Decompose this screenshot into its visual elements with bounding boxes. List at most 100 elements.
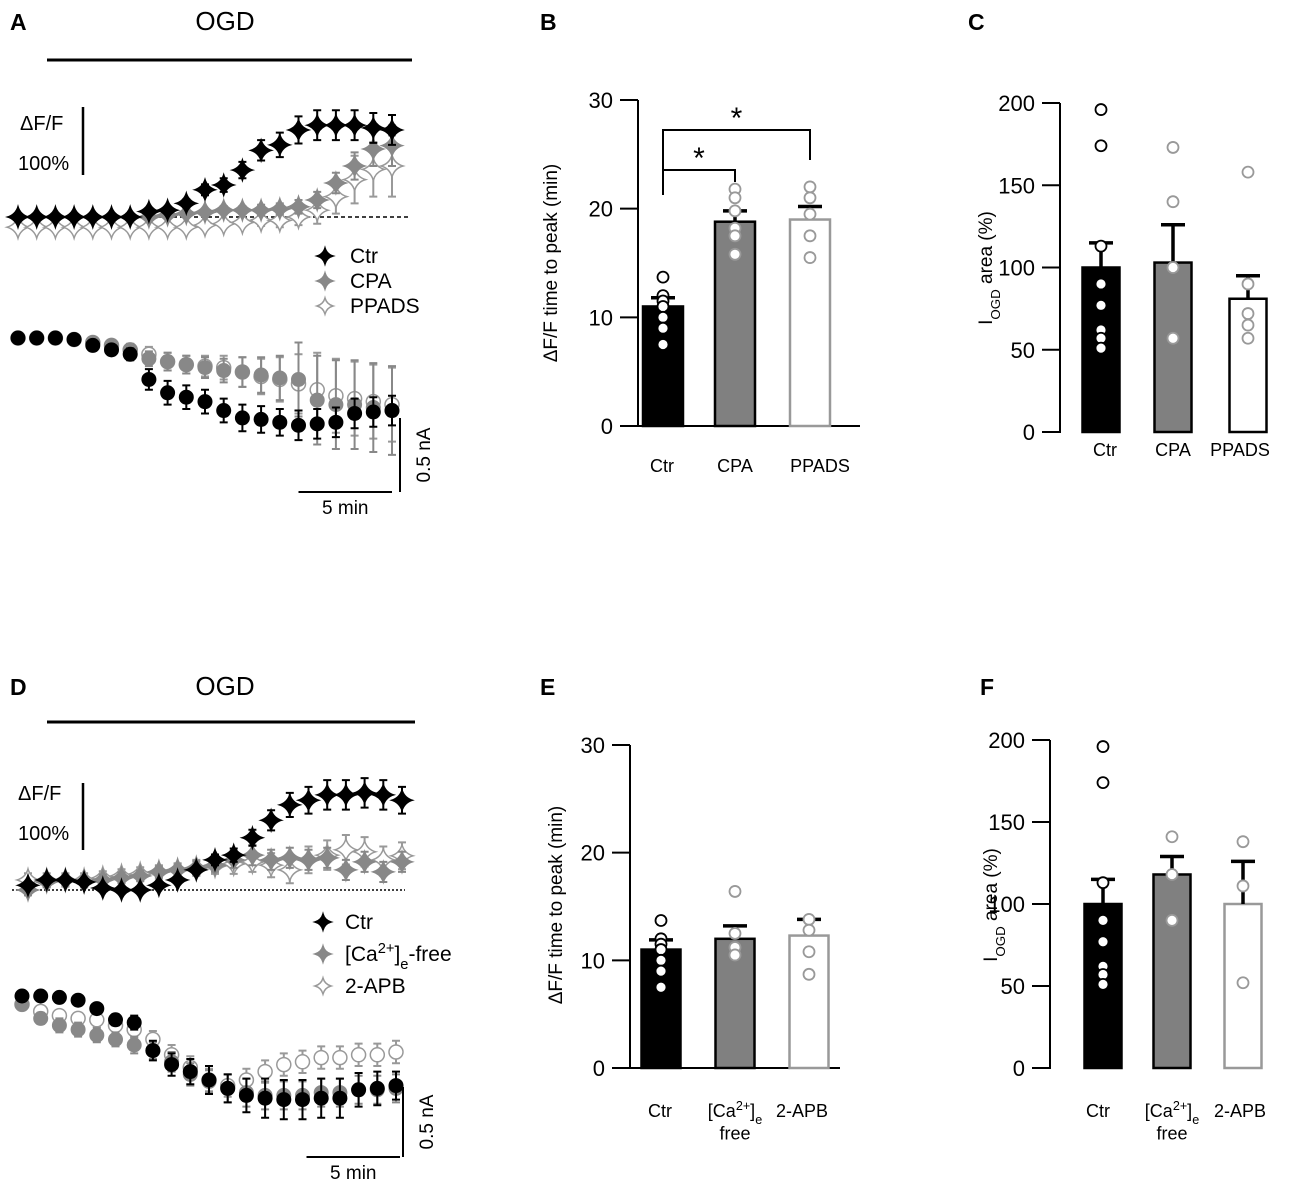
y-tick-label: 100 bbox=[998, 256, 1035, 281]
data-point bbox=[1236, 976, 1250, 990]
data-point bbox=[5, 204, 31, 230]
data-point bbox=[654, 914, 668, 927]
data-point bbox=[365, 404, 381, 420]
data-point bbox=[14, 988, 30, 1004]
data-point bbox=[285, 193, 312, 220]
data-point bbox=[359, 155, 388, 184]
data-point bbox=[654, 980, 668, 994]
x-tick-label: Ctr bbox=[650, 456, 674, 476]
data-point bbox=[276, 1056, 292, 1073]
data-point bbox=[1094, 298, 1108, 312]
data-point bbox=[258, 807, 284, 834]
data-point bbox=[370, 859, 397, 885]
legend-marker bbox=[312, 911, 334, 933]
data-point bbox=[1096, 977, 1110, 991]
data-point bbox=[291, 417, 306, 433]
data-point bbox=[1166, 195, 1180, 209]
data-point bbox=[654, 964, 668, 978]
text-part: ] bbox=[750, 1101, 755, 1121]
data-point bbox=[257, 1063, 273, 1080]
data-point bbox=[126, 1037, 142, 1053]
data-point bbox=[108, 877, 135, 903]
data-point bbox=[192, 176, 218, 203]
legend-marker bbox=[312, 975, 334, 997]
y-axis-label: ΔF/F time to peak (min) bbox=[546, 806, 567, 1005]
data-point bbox=[89, 875, 116, 901]
data-point bbox=[23, 204, 50, 230]
data-point bbox=[79, 204, 106, 230]
legend-label: 2-APB bbox=[345, 975, 406, 998]
data-point bbox=[33, 1010, 49, 1026]
data-point bbox=[117, 204, 144, 230]
data-point bbox=[197, 394, 213, 410]
data-point bbox=[728, 229, 742, 243]
data-point bbox=[803, 180, 817, 194]
significance-label: * bbox=[731, 102, 743, 135]
data-point bbox=[197, 360, 213, 376]
data-point bbox=[314, 845, 341, 871]
y-tick-label: 0 bbox=[1013, 1056, 1025, 1081]
data-point bbox=[52, 867, 79, 893]
y-tick-label: 10 bbox=[589, 305, 613, 330]
scale-title: ΔF/F bbox=[20, 113, 63, 135]
data-point bbox=[201, 1072, 217, 1088]
y-tick-label: 20 bbox=[589, 197, 613, 222]
data-point bbox=[360, 136, 387, 162]
y-tick-label: 150 bbox=[998, 173, 1035, 198]
data-point bbox=[347, 405, 363, 421]
x-tick-label: [Ca2+]e free bbox=[1145, 1099, 1199, 1144]
data-point bbox=[239, 842, 266, 868]
data-point bbox=[803, 191, 817, 205]
legend-label: PPADS bbox=[350, 295, 420, 318]
y-axis-label: IOGD area (%) bbox=[976, 211, 1003, 325]
data-point bbox=[728, 927, 742, 940]
data-point bbox=[234, 364, 250, 380]
time-scale-label: 5 min bbox=[322, 498, 368, 519]
data-point bbox=[258, 847, 284, 873]
data-point bbox=[333, 857, 359, 883]
x-tick-label: Ctr bbox=[1086, 1101, 1110, 1121]
data-point bbox=[803, 251, 817, 264]
significance-label: * bbox=[693, 142, 705, 175]
text-part: area (%) bbox=[976, 211, 997, 289]
data-point bbox=[239, 824, 266, 851]
panel-letter: E bbox=[540, 674, 555, 700]
data-point bbox=[654, 943, 668, 956]
x-tick-label: PPADS bbox=[1210, 440, 1270, 460]
data-point bbox=[33, 867, 60, 893]
data-point bbox=[332, 1090, 348, 1106]
y-tick-label: 50 bbox=[1001, 974, 1025, 999]
data-point bbox=[656, 338, 670, 351]
legend-label: Ctr bbox=[345, 911, 373, 934]
data-point bbox=[15, 872, 41, 899]
x-tick-label: CPA bbox=[1155, 440, 1191, 460]
data-point bbox=[360, 115, 387, 141]
text-part: 2+ bbox=[1173, 1099, 1187, 1113]
data-point bbox=[304, 112, 331, 139]
data-point bbox=[220, 842, 247, 868]
data-point bbox=[154, 197, 181, 224]
data-point bbox=[803, 229, 817, 243]
data-point bbox=[160, 354, 176, 370]
y-tick-label: 10 bbox=[581, 948, 605, 973]
data-point bbox=[42, 204, 69, 230]
data-point bbox=[202, 847, 228, 873]
data-point bbox=[29, 330, 45, 346]
x-tick-label: [Ca2+]e free bbox=[708, 1099, 762, 1144]
data-point bbox=[295, 847, 322, 873]
data-point bbox=[802, 913, 816, 926]
data-point bbox=[1241, 165, 1255, 179]
text-part: e bbox=[755, 1113, 762, 1127]
x-tick-label: Ctr bbox=[1093, 440, 1117, 460]
scale-label: 100% bbox=[18, 823, 69, 845]
x-tick-label: CPA bbox=[717, 456, 753, 476]
data-point bbox=[122, 346, 138, 362]
data-point bbox=[210, 197, 237, 224]
panel-letter: B bbox=[540, 9, 557, 35]
text-part: 2+ bbox=[736, 1099, 750, 1113]
data-point bbox=[127, 877, 154, 903]
data-point bbox=[389, 849, 415, 875]
data-point bbox=[1166, 331, 1180, 345]
data-point bbox=[216, 363, 232, 379]
